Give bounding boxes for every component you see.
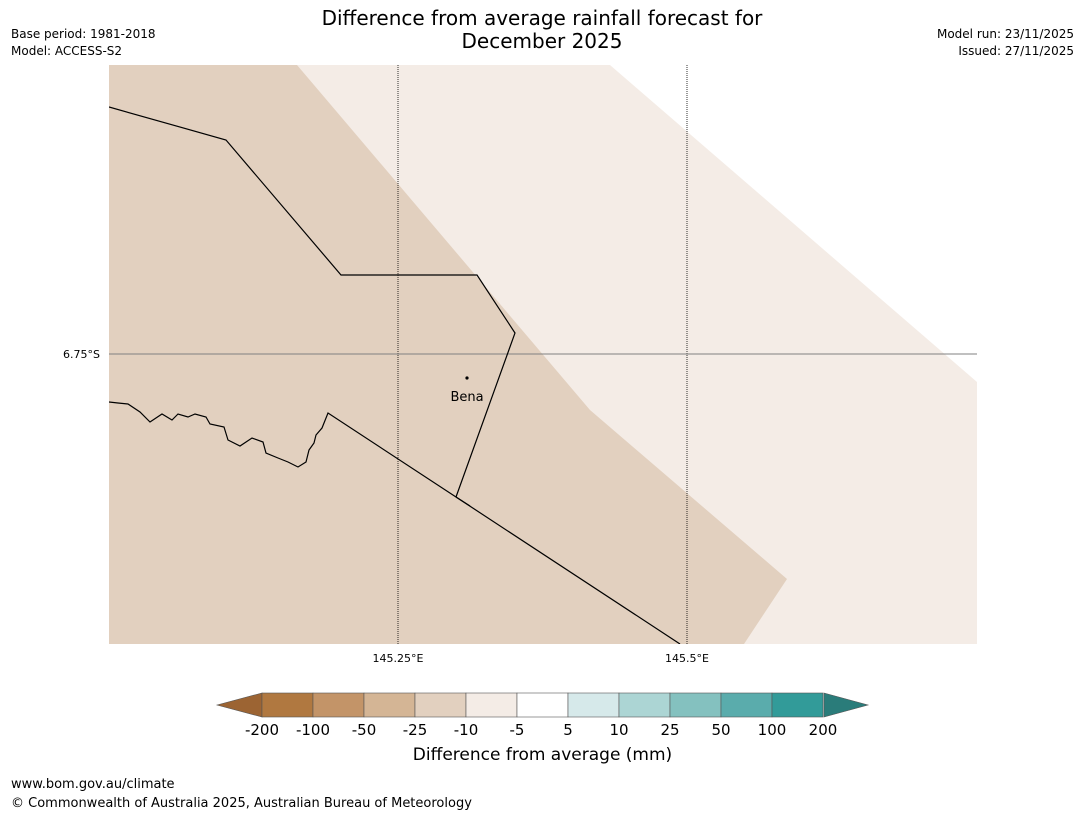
colorbar-tick-label: -100 (296, 721, 330, 739)
map-title-line1: Difference from average rainfall forecas… (321, 6, 763, 30)
colorbar: -200 -100 -50 -25 -10 -5 5 10 25 50 100 200 (215, 692, 870, 739)
colorbar-tick-label: 100 (758, 721, 787, 739)
bena-marker-icon (465, 376, 469, 380)
colorbar-tick-label: 50 (711, 721, 730, 739)
colorbar-tick-label: 200 (809, 721, 838, 739)
footer-url: www.bom.gov.au/climate (11, 777, 175, 792)
map-plot-area: Bena (109, 65, 977, 644)
colorbar-swatch (312, 692, 365, 718)
colorbar-swatch (618, 692, 671, 718)
base-period-text: Base period: 1981-2018 (11, 27, 156, 41)
colorbar-swatch (567, 692, 620, 718)
model-text: Model: ACCESS-S2 (11, 44, 123, 58)
meta-right: Model run: 23/11/2025 Issued: 27/11/2025 (937, 26, 1074, 60)
colorbar-tick-label: 25 (660, 721, 679, 739)
province-boundary-north (109, 106, 516, 498)
colorbar-tick-label: -200 (245, 721, 279, 739)
map-title: Difference from average rainfall forecas… (242, 7, 842, 53)
colorbar-extend-low (215, 692, 263, 718)
issued-text: Issued: 27/11/2025 (958, 44, 1074, 58)
colorbar-tick-label: -10 (454, 721, 479, 739)
colorbar-swatch (363, 692, 416, 718)
colorbar-swatch (414, 692, 467, 718)
colorbar-title: Difference from average (mm) (412, 745, 673, 765)
latitude-label: 6.75°S (63, 348, 100, 361)
no-data-region-top-right (610, 65, 977, 382)
colorbar-swatch (465, 692, 518, 718)
colorbar-tick-label: -50 (352, 721, 377, 739)
meta-left: Base period: 1981-2018 Model: ACCESS-S2 (11, 26, 156, 60)
place-label-bena: Bena (450, 390, 483, 405)
colorbar-swatches (261, 692, 824, 718)
model-run-text: Model run: 23/11/2025 (936, 27, 1074, 41)
colorbar-swatch (669, 692, 722, 718)
colorbar-tick-label: 10 (609, 721, 628, 739)
colorbar-extend-high (823, 692, 870, 718)
colorbar-tick-label: -5 (510, 721, 525, 739)
longitude-label-2: 145.5°E (665, 652, 709, 665)
colorbar-tick-label: -25 (403, 721, 428, 739)
colorbar-swatch (771, 692, 824, 718)
colorbar-swatch (261, 692, 314, 718)
footer-copyright: © Commonwealth of Australia 2025, Austra… (11, 796, 472, 811)
longitude-label-1: 145.25°E (373, 652, 424, 665)
province-boundary-junction (455, 496, 471, 507)
colorbar-swatch (720, 692, 773, 718)
map-title-line2: December 2025 (461, 29, 623, 53)
province-boundary-south (109, 401, 681, 644)
colorbar-tick-label: 5 (563, 721, 573, 739)
footer: www.bom.gov.au/climate © Commonwealth of… (11, 775, 472, 813)
colorbar-tick-labels: -200 -100 -50 -25 -10 -5 5 10 25 50 100 200 (245, 721, 837, 739)
colorbar-swatch (516, 692, 569, 718)
